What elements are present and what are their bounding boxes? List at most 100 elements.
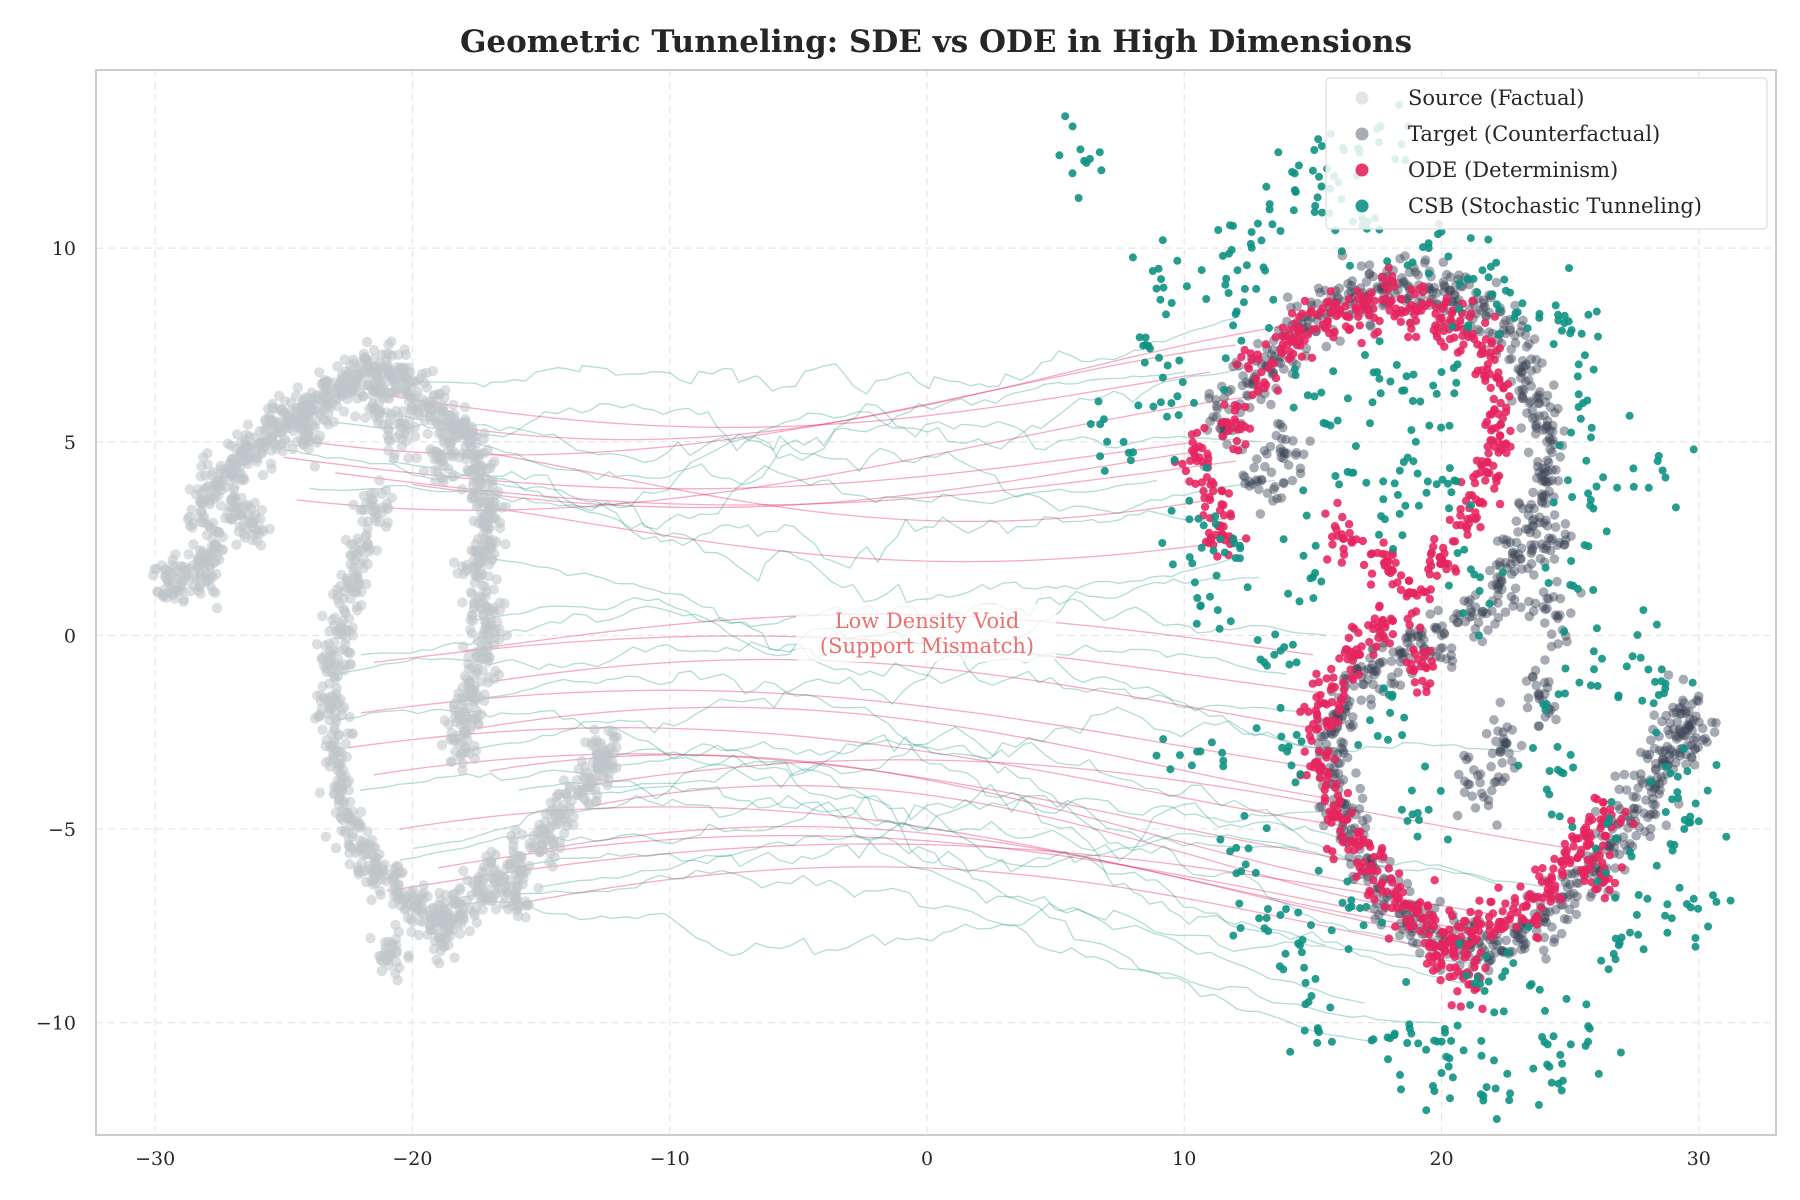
csb-point (1592, 624, 1601, 633)
target-point (1679, 730, 1689, 741)
target-point (1542, 390, 1553, 401)
source-point (466, 693, 478, 704)
source-point (471, 705, 482, 716)
csb-point (1545, 767, 1554, 775)
target-point (1657, 747, 1668, 757)
ode-point (1219, 511, 1229, 520)
target-point (1523, 510, 1534, 520)
ode-point (1230, 415, 1239, 424)
target-point (1390, 288, 1400, 299)
target-point (1711, 718, 1721, 728)
csb-point (1422, 1106, 1431, 1115)
csb-point (1424, 805, 1433, 814)
target-point (1278, 446, 1289, 457)
target-point (1355, 783, 1365, 794)
ode-point (1432, 571, 1442, 580)
target-point (1329, 763, 1339, 773)
target-point (1670, 731, 1681, 741)
target-point (1698, 735, 1708, 745)
target-point (1507, 548, 1518, 559)
source-point (403, 950, 414, 961)
csb-point (1629, 482, 1638, 491)
csb-point (1478, 266, 1487, 275)
csb-point (1337, 247, 1346, 256)
target-point (1532, 420, 1542, 430)
csb-point (1237, 336, 1246, 345)
target-point (1518, 935, 1529, 945)
target-point (1404, 267, 1415, 278)
source-point (251, 535, 263, 547)
target-point (1513, 932, 1524, 943)
csb-point (1636, 653, 1645, 662)
target-point (1547, 420, 1558, 431)
ode-point (1549, 864, 1558, 873)
source-point (457, 597, 468, 608)
ode-point (1476, 349, 1486, 359)
ode-point (1426, 550, 1436, 559)
target-point (1298, 449, 1309, 460)
target-point (1276, 493, 1287, 503)
ode-point (1359, 560, 1369, 570)
target-point (1501, 315, 1511, 326)
target-point (1542, 416, 1553, 426)
ode-point (1416, 585, 1426, 594)
target-point (1481, 608, 1492, 619)
ode-point (1447, 1001, 1456, 1010)
target-point (1529, 334, 1540, 344)
target-point (1319, 731, 1329, 742)
ode-point (1425, 594, 1435, 604)
target-point (1282, 292, 1293, 303)
ode-point (1605, 885, 1614, 894)
ode-point (1328, 540, 1337, 549)
source-point (355, 819, 366, 831)
csb-point (1295, 597, 1304, 606)
target-point (1394, 649, 1405, 659)
ode-point (1326, 287, 1336, 296)
target-point (1538, 587, 1549, 597)
target-point (1492, 820, 1502, 830)
target-point (1346, 722, 1356, 733)
ode-point (1387, 874, 1396, 883)
target-point (1219, 392, 1230, 403)
target-point (1265, 441, 1276, 452)
ode-point (1572, 834, 1581, 843)
csb-point (1126, 456, 1135, 465)
source-point (469, 910, 480, 921)
source-point (287, 443, 298, 455)
source-point (355, 505, 366, 516)
target-point (1516, 367, 1527, 377)
source-point (386, 492, 398, 503)
target-point (1559, 914, 1570, 924)
target-point (1534, 467, 1544, 477)
target-point (1643, 812, 1653, 823)
csb-point (1477, 1051, 1486, 1060)
source-point (439, 437, 450, 449)
ode-point (1414, 900, 1423, 909)
ode-point (1277, 349, 1286, 358)
csb-point (1221, 280, 1230, 289)
ode-point (1404, 332, 1413, 342)
ode-point (1232, 436, 1242, 446)
target-point (1366, 700, 1377, 710)
target-point (1487, 606, 1497, 616)
csb-point (1379, 477, 1388, 486)
ode-point (1243, 362, 1253, 371)
ode-point (1372, 642, 1381, 651)
csb-point (1556, 1050, 1565, 1059)
target-point (1397, 648, 1407, 659)
ode-point (1367, 569, 1377, 578)
csb-point (1326, 1003, 1335, 1012)
source-point (598, 748, 609, 759)
target-point (1403, 632, 1413, 642)
csb-trajectory (335, 708, 1300, 868)
csb-point (1190, 398, 1198, 407)
target-point (1489, 777, 1500, 788)
target-point (1540, 476, 1550, 487)
csb-point (1586, 681, 1595, 690)
csb-point (1398, 531, 1407, 540)
target-point (1544, 677, 1554, 687)
csb-point (1674, 794, 1683, 803)
source-point (589, 765, 600, 776)
ode-point (1344, 295, 1354, 304)
target-point (1524, 611, 1535, 622)
